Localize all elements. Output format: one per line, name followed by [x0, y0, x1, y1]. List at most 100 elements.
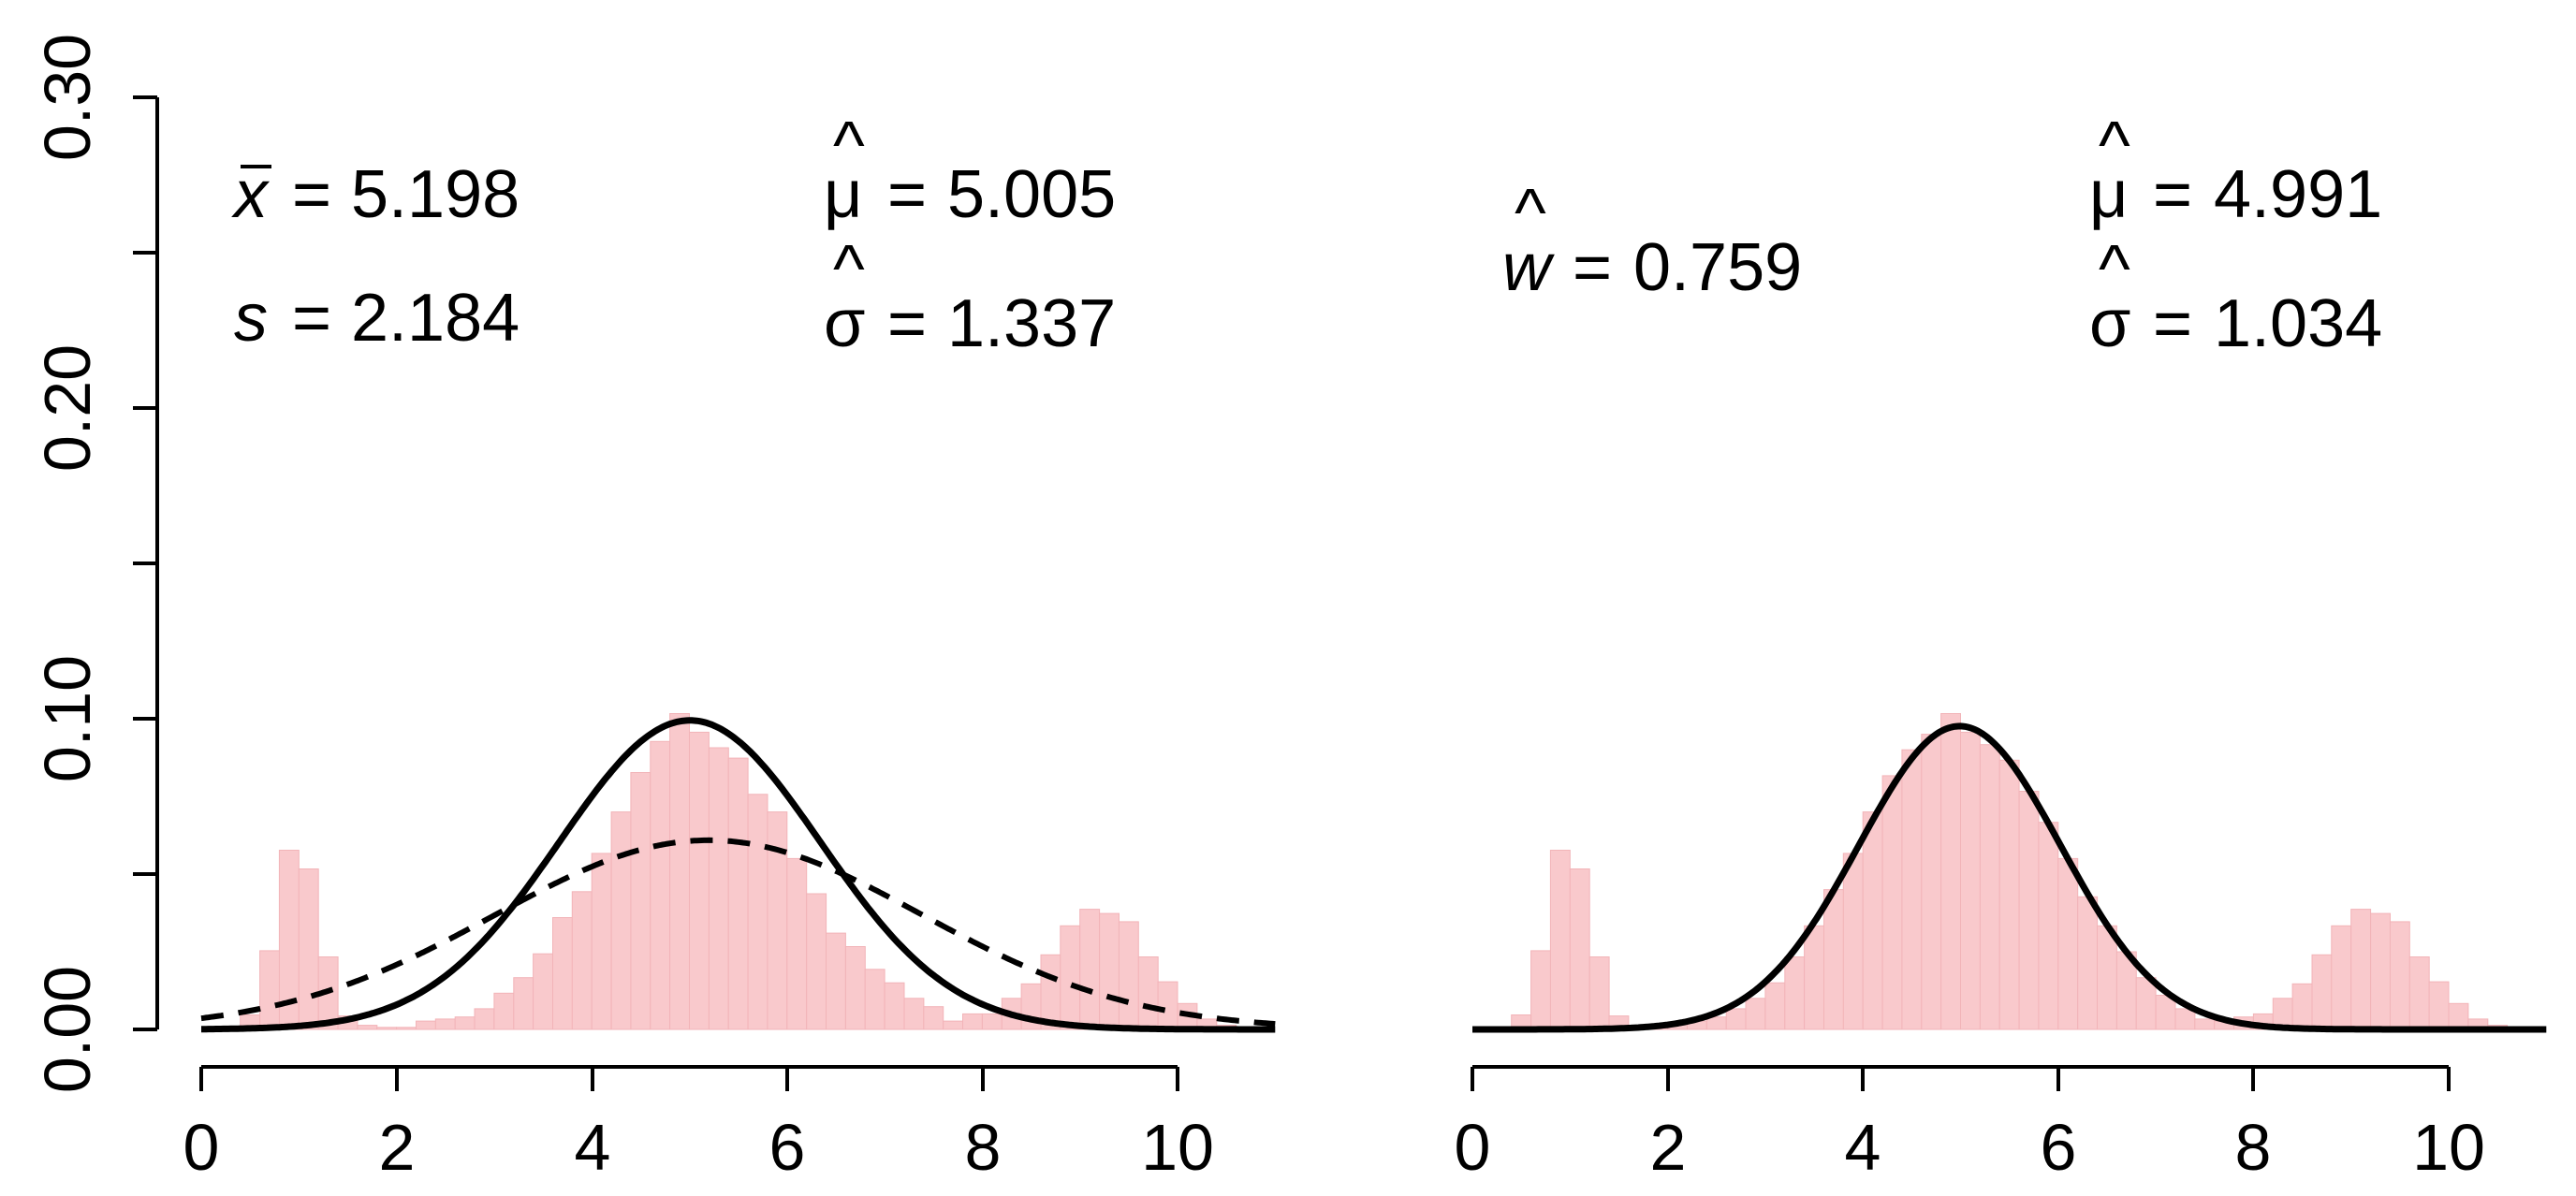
- svg-text:=: =: [1573, 230, 1612, 305]
- histogram-bar: [1764, 982, 1786, 1030]
- svg-text:μ: μ: [2089, 157, 2128, 232]
- x-tick-label-6: 6: [2041, 1111, 2077, 1184]
- histogram-bar: [1060, 925, 1081, 1030]
- histogram-bar: [903, 998, 925, 1030]
- histogram-bar: [1901, 749, 1923, 1030]
- svg-text:5.005: 5.005: [947, 157, 1116, 232]
- histogram-bar: [434, 1018, 456, 1030]
- svg-text:=: =: [2153, 286, 2192, 361]
- w-hat-annotation: ^ w = 0.759: [1502, 176, 1802, 305]
- x-tick-label-0: 0: [1455, 1111, 1491, 1184]
- histogram-bar: [2331, 925, 2352, 1030]
- y-tick-label-000: 0.00: [31, 966, 104, 1093]
- histogram-bar: [981, 1013, 1003, 1030]
- histogram-bar: [2350, 909, 2372, 1030]
- histogram-bar: [1079, 909, 1101, 1030]
- histogram-bar: [962, 1013, 983, 1030]
- histogram-bar: [1099, 912, 1120, 1030]
- y-tick-label-010: 0.10: [31, 655, 104, 782]
- svg-text:σ: σ: [824, 286, 865, 361]
- y-tick-label-030: 0.30: [31, 34, 104, 161]
- histogram-bar: [727, 757, 749, 1030]
- left-histogram-panel: 0.00 0.10 0.20 0.30 0 2 4 6 8 10 x = 5.1…: [31, 34, 1276, 1184]
- svg-text:^: ^: [1515, 176, 1546, 251]
- histogram-bar: [2194, 1018, 2216, 1030]
- histogram-bar: [1979, 744, 2000, 1030]
- histogram-bar: [2448, 1002, 2469, 1030]
- mu-hat-annotation: ^ μ = 5.005: [824, 109, 1116, 232]
- svg-text:s: s: [234, 281, 268, 356]
- sigma-hat-annotation: ^ σ = 1.337: [824, 232, 1116, 361]
- left-histogram-bars: [240, 713, 1237, 1030]
- histogram-bar: [1862, 811, 1883, 1030]
- histogram-bar: [943, 1020, 964, 1030]
- histogram-bar: [650, 740, 671, 1030]
- weighted-normal-curve: [1472, 722, 2547, 1033]
- histogram-bar: [767, 811, 788, 1030]
- x-tick-label-8: 8: [965, 1111, 1002, 1184]
- histogram-bar: [376, 1027, 398, 1030]
- svg-text:μ: μ: [824, 157, 862, 232]
- histogram-bar: [1842, 853, 1864, 1030]
- x-tick-label-8: 8: [2235, 1111, 2272, 1184]
- histogram-bar: [1569, 868, 1590, 1030]
- svg-text:=: =: [2153, 157, 2192, 232]
- histogram-bar: [454, 1016, 476, 1030]
- sigma-hat-annotation: ^ σ = 1.034: [2089, 232, 2382, 361]
- histogram-bar: [1157, 981, 1178, 1030]
- histogram-bar: [1881, 775, 1903, 1030]
- x-tick-label-6: 6: [769, 1111, 806, 1184]
- svg-text:=: =: [292, 281, 331, 356]
- histogram-bar: [1921, 734, 1942, 1030]
- histogram-bar: [2038, 822, 2059, 1030]
- svg-text:1.034: 1.034: [2214, 286, 2382, 361]
- histogram-bar: [1784, 956, 1806, 1030]
- histogram-bar: [1940, 713, 1962, 1030]
- histogram-bar: [1588, 956, 1610, 1030]
- svg-text:w: w: [1502, 230, 1555, 305]
- svg-text:5.198: 5.198: [351, 157, 520, 232]
- histogram-bar: [669, 713, 690, 1030]
- histogram-bar: [1960, 731, 1981, 1030]
- left-y-axis: [133, 95, 159, 1031]
- s-annotation: s = 2.184: [234, 281, 520, 356]
- svg-text:^: ^: [833, 109, 865, 183]
- x-tick-label-10: 10: [2412, 1111, 2485, 1184]
- histogram-bar: [493, 992, 515, 1030]
- histogram-bar: [1823, 889, 1844, 1030]
- histogram-bar: [2135, 977, 2157, 1030]
- histogram-bar: [1549, 850, 1571, 1030]
- histogram-bar: [1804, 925, 1824, 1030]
- histogram-bar: [610, 811, 632, 1030]
- histogram-bar: [2291, 983, 2313, 1030]
- robust-normal-curve: [201, 717, 1276, 1033]
- svg-text:4.991: 4.991: [2214, 157, 2382, 232]
- histogram-bar: [552, 917, 573, 1030]
- histogram-bar: [2097, 925, 2117, 1030]
- svg-text:=: =: [887, 157, 927, 232]
- histogram-bar: [259, 950, 281, 1030]
- histogram-bar: [708, 747, 729, 1030]
- histogram-bar: [533, 953, 553, 1030]
- histogram-bar: [806, 893, 827, 1030]
- classical-normal-curve: [200, 837, 1276, 1028]
- histogram-bar: [1998, 759, 2020, 1030]
- y-tick-label-020: 0.20: [31, 344, 104, 472]
- x-tick-label-0: 0: [183, 1111, 220, 1184]
- histogram-bar: [630, 772, 651, 1030]
- right-x-axis: [1471, 1065, 2451, 1091]
- histogram-bar: [571, 891, 593, 1030]
- histogram-bar: [2311, 954, 2333, 1030]
- svg-text:^: ^: [2099, 109, 2130, 183]
- histogram-bar: [747, 794, 768, 1030]
- histogram-bar: [2077, 896, 2099, 1030]
- histogram-bar: [1118, 921, 1139, 1030]
- histogram-bar: [1530, 950, 1551, 1030]
- histogram-bar: [923, 1006, 944, 1030]
- histogram-bar: [2428, 981, 2450, 1030]
- histogram-bar: [689, 731, 710, 1030]
- histogram-bar: [474, 1008, 495, 1030]
- svg-text:=: =: [887, 286, 927, 361]
- histogram-bar: [396, 1027, 417, 1030]
- x-tick-label-4: 4: [575, 1111, 611, 1184]
